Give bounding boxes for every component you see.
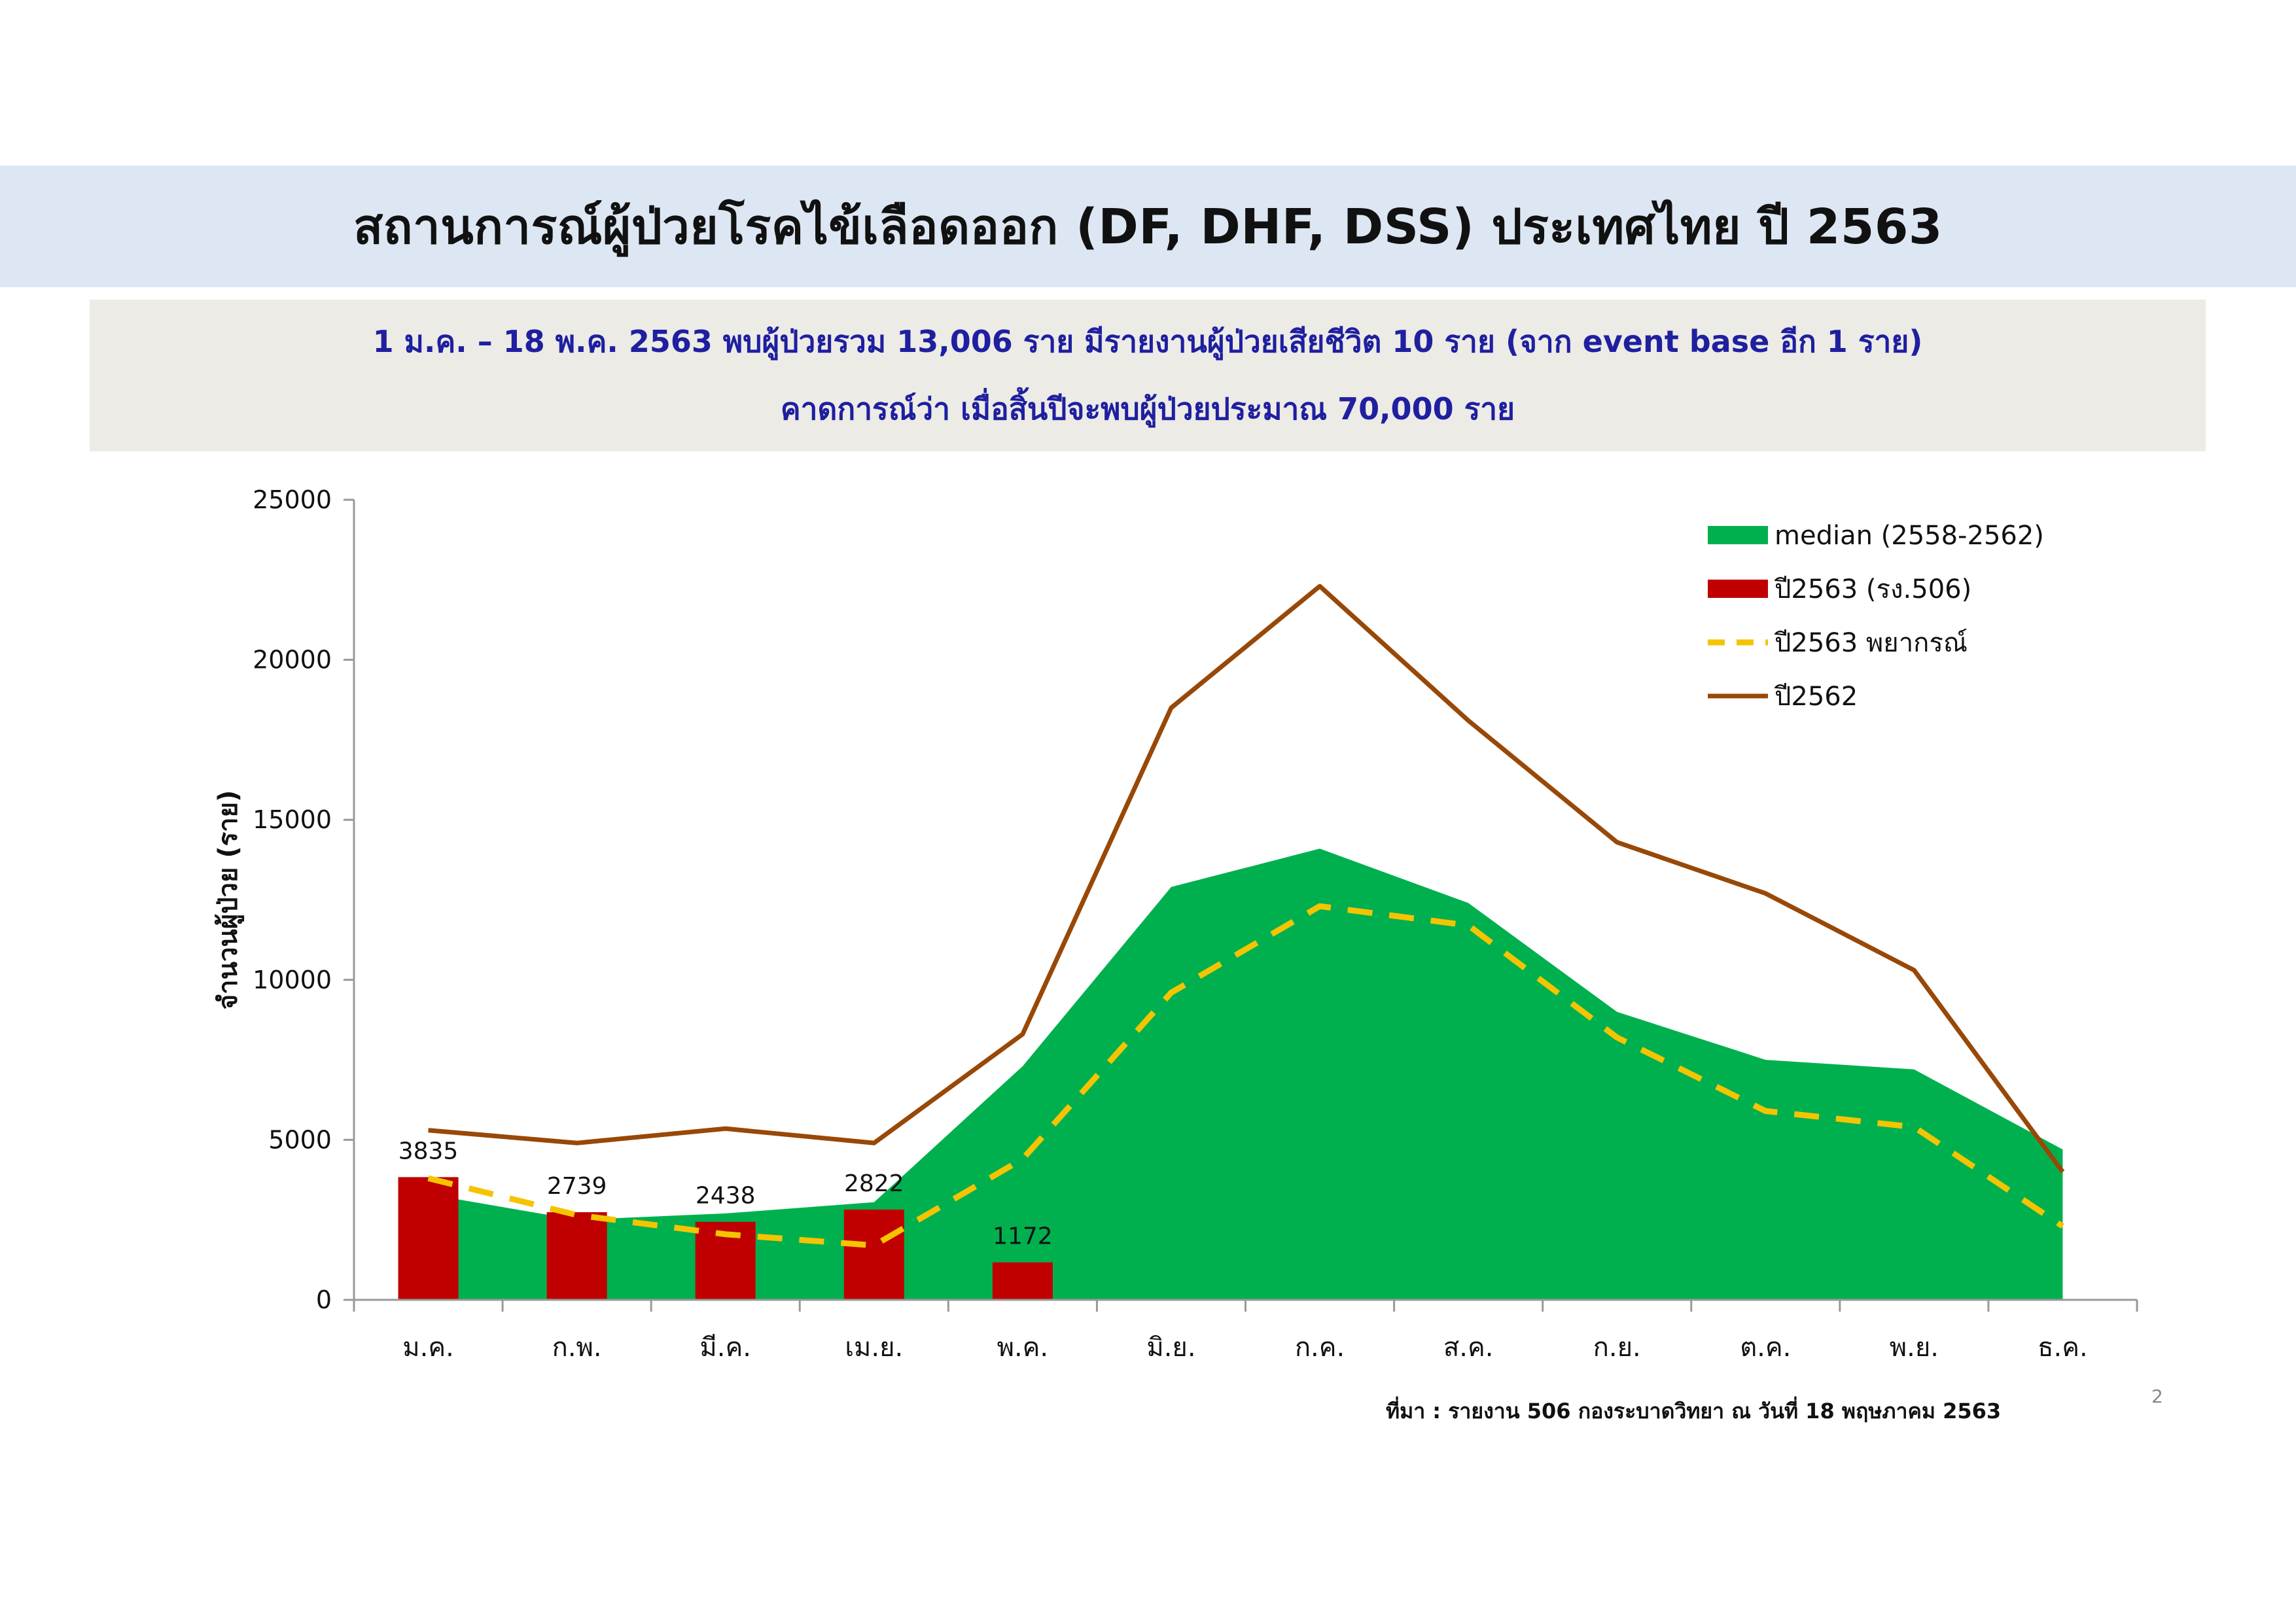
bar-2563-5 (992, 1262, 1053, 1300)
legend-label-4: ปี2562 (1774, 682, 1858, 712)
median-area-series (428, 848, 2063, 1300)
legend-item-2: ปี2563 (รง.506) (1708, 574, 1971, 604)
bar-2563-4 (843, 1209, 904, 1300)
legend-swatch-2 (1708, 580, 1768, 598)
x-tick-label-10: ต.ค. (1740, 1333, 1791, 1363)
summary-line-2: คาดการณ์ว่า เมื่อสิ้นปีจะพบผู้ป่วยประมาณ… (780, 391, 1515, 427)
summary-line-1: 1 ม.ค. – 18 พ.ค. 2563 พบผู้ป่วยรวม 13,00… (372, 324, 1923, 359)
page-title: สถานการณ์ผู้ป่วยโรคไข้เลือดออก (DF, DHF,… (353, 199, 1943, 255)
page-number: 2 (2151, 1386, 2163, 1407)
data-label-2: 2739 (547, 1173, 607, 1200)
legend-label-1: median (2558-2562) (1775, 521, 2044, 551)
summary-box: 1 ม.ค. – 18 พ.ค. 2563 พบผู้ป่วยรวม 13,00… (90, 300, 2206, 451)
y-tick-label-15000: 15000 (253, 805, 332, 834)
legend-swatch-1 (1708, 526, 1768, 544)
forecast-2563-line (427, 903, 2064, 1249)
y-tick-label-20000: 20000 (253, 646, 332, 674)
legend-item-4: ปี2562 (1708, 682, 1858, 712)
y-tick-label-0: 0 (316, 1285, 332, 1314)
title-band: สถานการณ์ผู้ป่วยโรคไข้เลือดออก (DF, DHF,… (0, 166, 2296, 287)
bar-2563-1 (398, 1177, 459, 1300)
x-tick-label-11: พ.ย. (1890, 1333, 1939, 1363)
y-axis-title: จำนวนผู้ป่วย (ราย) (213, 790, 244, 1010)
x-tick-label-3: มี.ค. (699, 1333, 751, 1363)
x-tick-label-8: ส.ค. (1443, 1333, 1494, 1363)
legend-label-2: ปี2563 (รง.506) (1774, 574, 1971, 604)
x-tick-label-6: มิ.ย. (1146, 1333, 1195, 1363)
source-note: ที่มา : รายงาน 506 กองระบาดวิทยา ณ วันที… (1386, 1399, 2002, 1423)
x-tick-label-2: ก.พ. (552, 1333, 602, 1363)
x-tick-label-5: พ.ค. (997, 1333, 1049, 1363)
y-tick-label-10000: 10000 (253, 966, 332, 994)
bar-2563-2 (546, 1212, 607, 1300)
legend-item-1: median (2558-2562) (1708, 521, 2044, 551)
data-label-1: 3835 (398, 1138, 459, 1164)
x-tick-label-12: ธ.ค. (2038, 1333, 2088, 1363)
line-2562 (428, 584, 2065, 1174)
x-tick-label-4: เม.ย. (845, 1333, 903, 1363)
x-tick-label-7: ก.ค. (1295, 1333, 1345, 1363)
data-label-3: 2438 (696, 1183, 756, 1210)
legend-item-3: ปี2563 พยากรณ์ (1708, 628, 1968, 658)
x-tick-label-1: ม.ค. (402, 1333, 454, 1363)
y-tick-label-5000: 5000 (268, 1125, 332, 1154)
y-tick-label-25000: 25000 (253, 485, 332, 514)
x-tick-label-9: ก.ย. (1593, 1333, 1641, 1363)
legend-label-3: ปี2563 พยากรณ์ (1774, 628, 1968, 658)
data-label-4: 2822 (844, 1170, 904, 1197)
data-label-5: 1172 (993, 1223, 1053, 1250)
